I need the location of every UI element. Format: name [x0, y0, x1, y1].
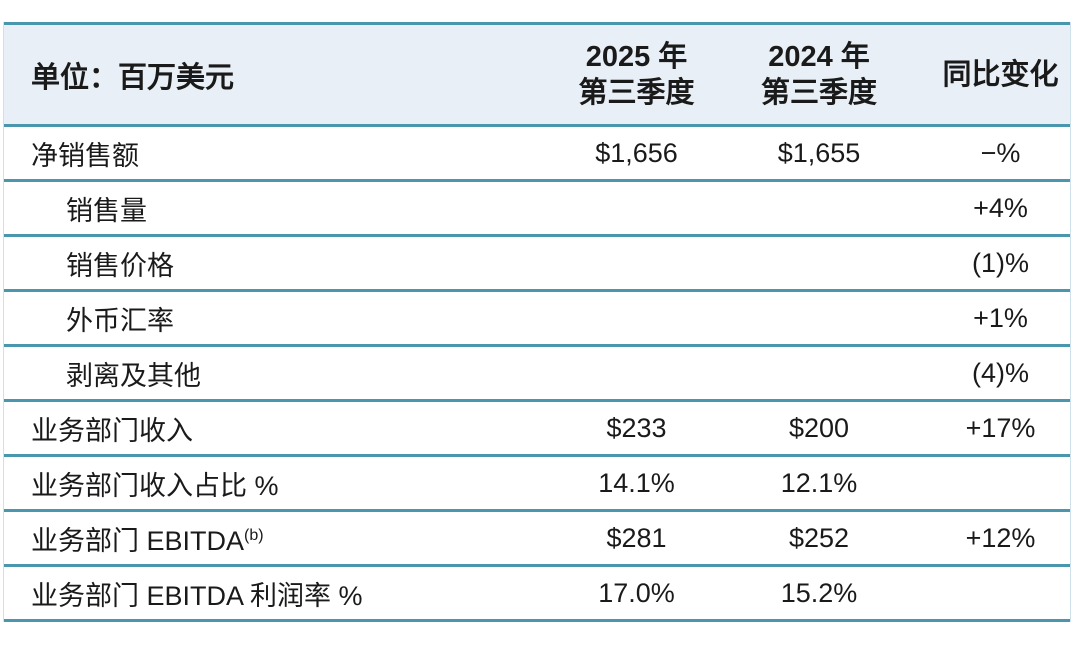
value-yoy-change: (1)% [971, 247, 1029, 278]
value-q3-2025: 14.1% [598, 467, 675, 498]
table-row-divestitures-other: 剥离及其他 (4)% [4, 347, 1070, 402]
row-label: 剥离及其他 [66, 360, 201, 391]
column-header-q3-2024-line2: 第三季度 [760, 76, 877, 109]
value-q3-2025: 17.0% [598, 577, 675, 608]
value-yoy-change: (4)% [971, 357, 1029, 388]
table-row-foreign-currency: 外币汇率 +1% [4, 292, 1070, 347]
table-row-segment-ebitda: 业务部门 EBITDA(b) $281 $252 +12% [4, 512, 1070, 567]
row-label: 业务部门收入占比 % [31, 470, 279, 501]
table-header-row: 单位：百万美元 2025 年 第三季度 2024 年 第三季度 同比变化 [4, 22, 1070, 127]
table-row-net-sales: 净销售额 $1,656 $1,655 −% [4, 127, 1070, 182]
financial-results-table: 单位：百万美元 2025 年 第三季度 2024 年 第三季度 同比变化 净销售… [3, 22, 1071, 622]
row-label: 业务部门收入 [31, 415, 193, 446]
value-q3-2024: 12.1% [780, 467, 858, 498]
unit-label: 单位：百万美元 [31, 61, 235, 94]
table-row-segment-ebitda-margin: 业务部门 EBITDA 利润率 % 17.0% 15.2% [4, 567, 1070, 622]
value-yoy-change: −% [980, 137, 1021, 168]
value-q3-2025: $281 [606, 522, 667, 553]
column-header-q3-2024-line1: 2024 年 [768, 40, 870, 73]
value-yoy-change: +1% [973, 302, 1028, 333]
row-label: 销售价格 [66, 250, 174, 281]
table-row-sales-price: 销售价格 (1)% [4, 237, 1070, 292]
column-header-q3-2025: 2025 年 第三季度 [544, 39, 729, 111]
table-row-sales-volume: 销售量 +4% [4, 182, 1070, 237]
row-label: 销售量 [66, 195, 147, 226]
column-header-q3-2025-line1: 2025 年 [585, 40, 688, 73]
row-label-text: 业务部门 EBITDA [31, 525, 245, 556]
footnote-marker-b: (b) [244, 526, 264, 544]
value-q3-2024: $200 [788, 412, 850, 443]
column-header-yoy-change: 同比变化 [909, 57, 1070, 93]
value-yoy-change: +4% [973, 192, 1028, 223]
value-q3-2024: 15.2% [780, 577, 858, 608]
table-row-segment-income-margin: 业务部门收入占比 % 14.1% 12.1% [4, 457, 1070, 512]
column-header-q3-2024: 2024 年 第三季度 [729, 39, 909, 111]
column-header-yoy-change-line1: 同比变化 [942, 58, 1059, 91]
table-row-segment-income: 业务部门收入 $233 $200 +17% [4, 402, 1070, 457]
column-header-q3-2025-line2: 第三季度 [578, 76, 695, 109]
value-yoy-change: +17% [965, 412, 1036, 443]
value-q3-2024: $1,655 [777, 137, 861, 168]
value-yoy-change: +12% [965, 522, 1036, 553]
value-q3-2025: $1,656 [595, 137, 678, 168]
value-q3-2024: $252 [788, 522, 850, 553]
row-label: 净销售额 [31, 140, 139, 171]
row-label: 外币汇率 [66, 305, 174, 336]
row-label: 业务部门 EBITDA(b) [4, 519, 544, 558]
value-q3-2025: $233 [606, 412, 667, 443]
row-label: 业务部门 EBITDA 利润率 % [31, 580, 363, 611]
